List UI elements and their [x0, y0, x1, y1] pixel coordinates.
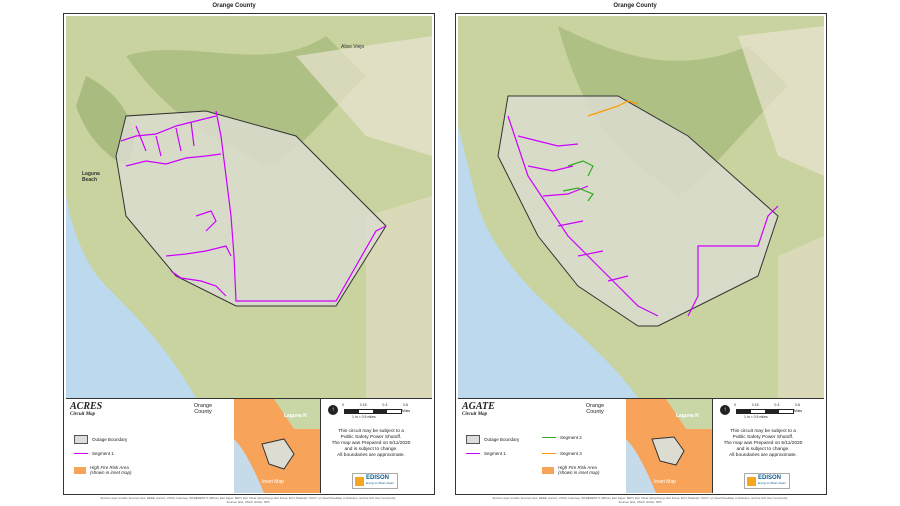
inset-canvas — [234, 399, 320, 493]
legend-outage-boundary: Outage Boundary — [466, 435, 519, 444]
circuit-info: AGATE Circuit Map Orange County Outage B… — [458, 399, 627, 493]
legend-segment-1: Segment 1 — [466, 451, 506, 456]
legend-fire-risk: High Fire Risk Area (shown in inset map) — [542, 465, 600, 475]
segment-2-lines — [562, 160, 594, 202]
circuit-map-acres: Aliso Viejo Laguna Beach ACRES Circuit M… — [63, 13, 435, 495]
town-label-laguna-beach: Laguna Beach — [82, 171, 100, 183]
inset-map[interactable]: Laguna N Inset Map — [234, 399, 321, 493]
legend-panel: AGATE Circuit Map Orange County Outage B… — [458, 398, 824, 493]
circuit-subtitle: Circuit Map — [462, 412, 488, 417]
inset-town-label: Laguna N — [676, 413, 699, 419]
legend-label: High Fire Risk Area (shown in inset map) — [90, 465, 132, 475]
circuit-subtitle: Circuit Map — [70, 412, 96, 417]
legend-segment-1: Segment 1 — [74, 451, 114, 456]
fire-swatch — [542, 466, 554, 474]
outage-boundary — [497, 95, 779, 327]
sheet-title-agate: Orange County — [613, 3, 657, 9]
scale-tick: 0 — [734, 403, 736, 407]
edison-logo-icon — [747, 476, 756, 486]
edison-logo: EDISON Energy for What's Ahead — [744, 473, 790, 489]
legend-label: Segment 1 — [484, 451, 506, 456]
map-view-agate[interactable] — [458, 16, 824, 398]
county-label: Orange County — [193, 403, 213, 415]
county-label: Orange County — [585, 403, 605, 415]
legend-fire-risk: High Fire Risk Area (shown in inset map) — [74, 465, 132, 475]
inset-map[interactable]: Laguna N Inset Map — [626, 399, 713, 493]
scale-tick: 0.15 — [751, 403, 759, 407]
edison-logo-sub: Energy for What's Ahead — [758, 482, 786, 485]
boundary-swatch — [74, 435, 88, 444]
map-info: ↑ 0 0.15 0.3 0.6 1 in = 0.5 miles Miles … — [322, 399, 422, 493]
boundary-swatch — [466, 435, 480, 444]
map-credits-agate: Service Layer Credits: Sources: Esri, HE… — [492, 496, 788, 504]
circuit-name: ACRES — [70, 401, 103, 412]
legend-label: Outage Boundary — [484, 437, 520, 442]
pspst-notice: This circuit may be subject to a Public … — [723, 429, 803, 458]
pspst-notice: This circuit may be subject to a Public … — [331, 429, 411, 458]
legend-label: Segment 3 — [560, 451, 582, 456]
scale-text: 1 in = 0.5 miles — [744, 415, 768, 419]
legend-label: Segment 1 — [92, 451, 114, 456]
circuit-name: AGATE — [462, 401, 495, 412]
map-credits-acres: Service Layer Credits: Sources: Esri, HE… — [100, 496, 396, 504]
legend-label: High Fire Risk Area (shown in inset map) — [558, 465, 600, 475]
legend-segment-3: Segment 3 — [542, 451, 582, 456]
scale-tick: 0 — [342, 403, 344, 407]
edison-logo: EDISON Energy for What's Ahead — [352, 473, 398, 489]
map-canvas — [66, 16, 432, 398]
scale-unit: Miles — [402, 409, 411, 413]
edison-logo-name: EDISON — [366, 475, 390, 481]
inset-canvas — [626, 399, 712, 493]
sheet-title-acres: Orange County — [212, 3, 256, 9]
segment-1-lines — [120, 110, 387, 302]
north-arrow-icon: ↑ — [720, 405, 730, 415]
scale-tick: 0.6 — [795, 403, 800, 407]
scale-text: 1 in = 0.5 miles — [352, 415, 376, 419]
fire-swatch — [74, 466, 86, 474]
legend-label: Segment 2 — [560, 435, 582, 440]
scale-ticks: 0 0.15 0.3 0.6 — [734, 403, 800, 407]
map-info: ↑ 0 0.15 0.3 0.6 1 in = 0.5 miles Miles … — [714, 399, 814, 493]
legend-panel: ACRES Circuit Map Orange County Outage B… — [66, 398, 432, 493]
north-arrow-icon: ↑ — [328, 405, 338, 415]
scale-tick: 0.6 — [403, 403, 408, 407]
inset-town-label: Laguna N — [284, 413, 307, 419]
segment-3-lines — [587, 100, 639, 117]
segment-1-swatch — [74, 453, 88, 454]
map-view-acres[interactable]: Aliso Viejo Laguna Beach — [66, 16, 432, 398]
legend-label: Outage Boundary — [92, 437, 128, 442]
outage-boundary — [115, 110, 387, 307]
edison-logo-icon — [355, 476, 364, 486]
legend-segment-2: Segment 2 — [542, 435, 582, 440]
segment-2-swatch — [542, 437, 556, 438]
scale-ticks: 0 0.15 0.3 0.6 — [342, 403, 408, 407]
segment-1-swatch — [466, 453, 480, 454]
segment-3-swatch — [542, 453, 556, 454]
edison-name: EDISON Energy for What's Ahead — [366, 475, 394, 487]
edison-name: EDISON Energy for What's Ahead — [758, 475, 786, 487]
scale-tick: 0.3 — [774, 403, 780, 407]
scale-bar — [736, 409, 794, 414]
scale-tick: 0.15 — [359, 403, 367, 407]
circuit-map-agate: AGATE Circuit Map Orange County Outage B… — [455, 13, 827, 495]
circuit-info: ACRES Circuit Map Orange County Outage B… — [66, 399, 235, 493]
edison-logo-sub: Energy for What's Ahead — [366, 482, 394, 485]
scale-bar — [344, 409, 402, 414]
edison-logo-name: EDISON — [758, 475, 782, 481]
scale-tick: 0.3 — [382, 403, 388, 407]
segment-1-lines — [507, 115, 779, 317]
legend-outage-boundary: Outage Boundary — [74, 435, 127, 444]
scale-unit: Miles — [794, 409, 803, 413]
map-canvas — [458, 16, 824, 398]
inset-map-label: Inset Map — [654, 479, 676, 485]
town-label-aliso-viejo: Aliso Viejo — [341, 44, 365, 50]
inset-map-label: Inset Map — [262, 479, 284, 485]
